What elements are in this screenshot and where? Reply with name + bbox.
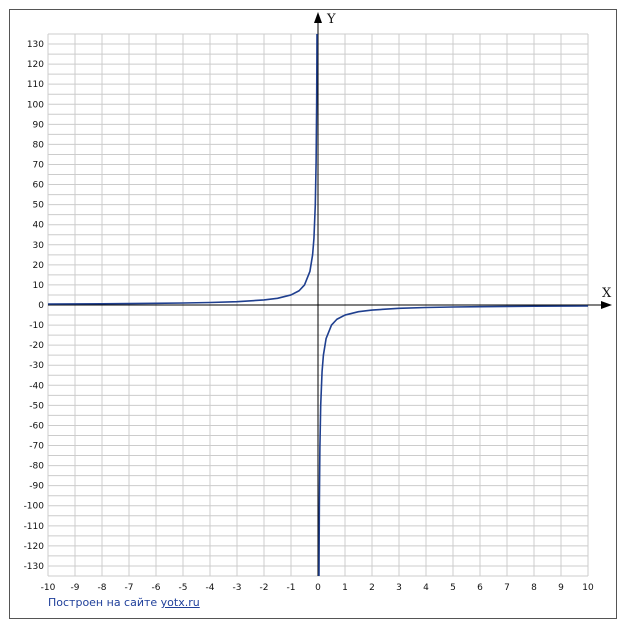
series-line [318, 305, 589, 577]
x-tick-label: -6 [152, 583, 161, 593]
y-tick-label: 50 [33, 201, 45, 211]
credit-footer: Построен на сайте yotx.ru [48, 596, 200, 609]
chart-frame: -10 -9 -8 -7 -6 -5 -4 -3 -2 -1 0 1 2 3 4 5 6 7 8 9 10 130 120 1… [9, 9, 617, 619]
x-tick-label: -5 [179, 583, 188, 593]
y-tick-label: -90 [29, 482, 44, 492]
y-tick-label: 80 [33, 140, 45, 150]
y-tick-label: 110 [27, 80, 44, 90]
x-tick-label: -2 [260, 583, 269, 593]
x-tick-label: -7 [125, 583, 134, 593]
y-axis-arrow [314, 12, 322, 23]
credit-link[interactable]: yotx.ru [160, 596, 200, 609]
x-tick-label: 7 [504, 583, 510, 593]
x-tick-label: -4 [206, 583, 215, 593]
y-tick-label: 90 [33, 120, 45, 130]
y-tick-label: -110 [24, 522, 45, 532]
x-tick-label: -9 [71, 583, 80, 593]
x-tick-label: 10 [582, 583, 594, 593]
x-tick-label: 1 [342, 583, 348, 593]
x-tick-label: 5 [450, 583, 456, 593]
x-tick-label: -1 [287, 583, 296, 593]
x-axis-label: X [602, 286, 612, 301]
x-tick-label: 0 [315, 583, 321, 593]
x-tick-label: 2 [369, 583, 375, 593]
x-tick-label: 8 [531, 583, 537, 593]
y-tick-label: 10 [33, 281, 45, 291]
y-tick-label: 20 [33, 261, 45, 271]
axes [48, 12, 612, 576]
y-tick-label: -40 [29, 381, 44, 391]
x-tick-label: -3 [233, 583, 242, 593]
y-tick-label: 40 [33, 221, 45, 231]
y-tick-label: -80 [29, 462, 44, 472]
y-tick-label: -20 [29, 341, 44, 351]
x-tick-label: -10 [41, 583, 56, 593]
y-tick-label: 60 [33, 181, 45, 191]
y-tick-label: -30 [29, 361, 44, 371]
y-tick-label: -120 [24, 542, 45, 552]
x-tick-label: -8 [98, 583, 107, 593]
y-tick-label: -60 [29, 421, 44, 431]
series-line [47, 33, 318, 305]
x-tick-label: 4 [423, 583, 429, 593]
credit-text: Построен на сайте [48, 596, 161, 609]
series-lines [47, 33, 589, 577]
y-tick-label: -10 [29, 321, 44, 331]
x-tick-label: 3 [396, 583, 402, 593]
y-tick-label: 70 [33, 160, 45, 170]
y-tick-label: 30 [33, 241, 45, 251]
y-tick-label: -130 [24, 562, 45, 572]
y-tick-label: 130 [27, 40, 44, 50]
y-tick-label: 100 [27, 100, 44, 110]
y-tick-label: -50 [29, 401, 44, 411]
x-axis-arrow [601, 301, 612, 309]
y-tick-label: 0 [38, 301, 44, 311]
y-tick-label: -100 [24, 502, 45, 512]
y-tick-label: -70 [29, 442, 44, 452]
y-tick-label: 120 [27, 60, 44, 70]
tick-labels: -10 -9 -8 -7 -6 -5 -4 -3 -2 -1 0 1 2 3 4 5 6 7 8 9 101301201… [24, 40, 594, 593]
y-axis-label: Y [326, 12, 336, 27]
chart-plot: -10 -9 -8 -7 -6 -5 -4 -3 -2 -1 0 1 2 3 4 5 6 7 8 9 101301201… [24, 12, 612, 593]
x-tick-label: 6 [477, 583, 483, 593]
x-tick-label: 9 [558, 583, 564, 593]
